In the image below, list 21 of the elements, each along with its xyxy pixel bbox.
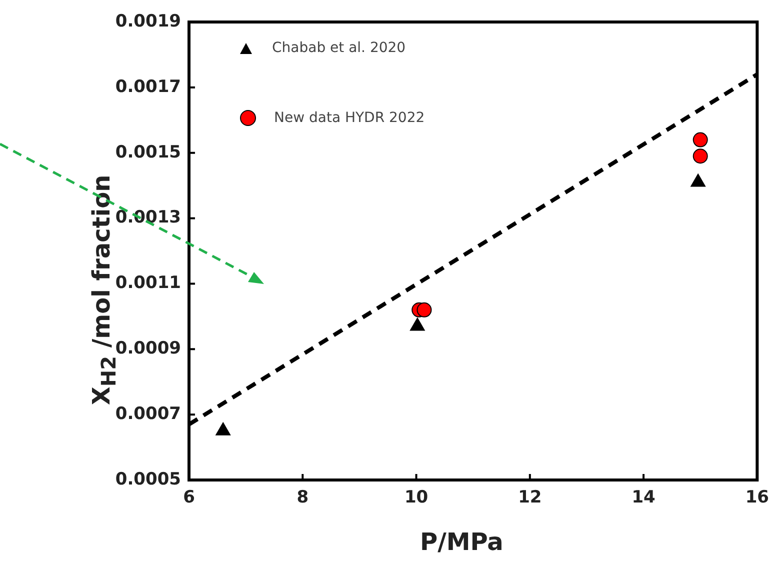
x-tick-label: 6 bbox=[183, 488, 195, 508]
x-axis-title: P/MPa bbox=[420, 528, 504, 556]
y-tick-label: 0.0005 bbox=[115, 469, 181, 490]
x-tick-label: 10 bbox=[404, 488, 428, 508]
point bbox=[692, 132, 708, 148]
point bbox=[692, 148, 708, 164]
y-tick-label: 0.0007 bbox=[115, 404, 181, 424]
x-tick-label: 8 bbox=[296, 488, 309, 508]
x-tick-label: 12 bbox=[518, 488, 542, 508]
point bbox=[410, 318, 425, 331]
y-tick-label: 0.0015 bbox=[115, 142, 181, 162]
legend-label: Chabab et al. 2020 bbox=[272, 40, 406, 56]
y-tick-label: 0.0017 bbox=[115, 76, 181, 97]
x-tick-label: 14 bbox=[632, 488, 656, 508]
y-tick-label: 0.0013 bbox=[115, 208, 181, 228]
y-tick-label: 0.0011 bbox=[115, 273, 181, 294]
x-tick-label: 16 bbox=[745, 488, 770, 508]
point bbox=[216, 422, 231, 436]
y-tick-label: 0.0019 bbox=[115, 11, 181, 32]
legend-label: New data HYDR 2022 bbox=[274, 110, 425, 126]
point bbox=[416, 302, 432, 318]
